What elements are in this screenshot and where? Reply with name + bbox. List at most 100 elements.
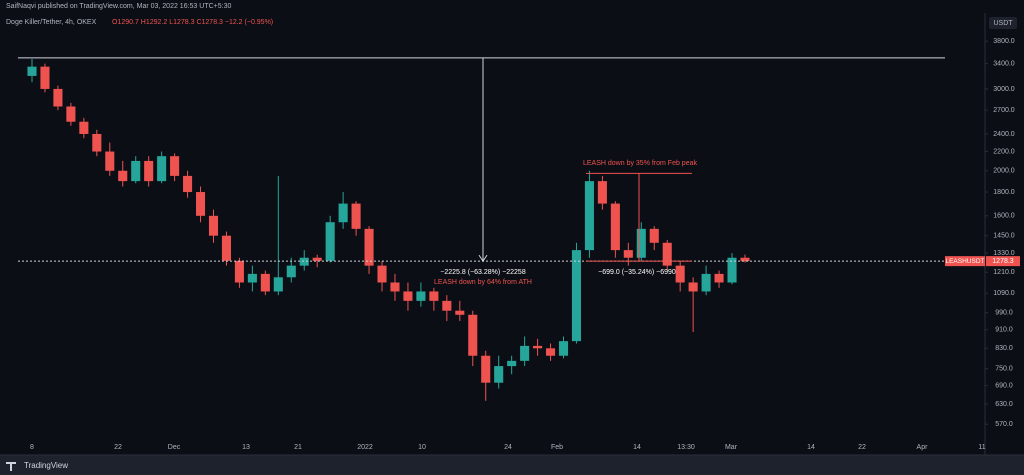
- candle-body: [429, 291, 439, 301]
- candle-body: [610, 203, 620, 251]
- candle-body: [53, 88, 63, 107]
- candle-body: [92, 133, 102, 152]
- ohlc: O1290.7 H1292.2 L1278.3 C1278.3 −12.2 (−…: [112, 19, 273, 26]
- y-tick-label: 1090.0: [993, 290, 1015, 297]
- candle-body: [286, 265, 296, 278]
- logo: [6, 462, 16, 471]
- x-tick-label: Mar: [725, 444, 738, 451]
- candle-body: [118, 170, 128, 182]
- candle-body: [40, 66, 50, 89]
- y-tick-label: 570.0: [995, 421, 1013, 428]
- candle-body: [701, 273, 711, 292]
- y-tick-label: 1330.0: [993, 250, 1015, 257]
- candle-body: [390, 282, 400, 292]
- x-tick-label: 2022: [357, 444, 373, 451]
- candle-body: [468, 314, 478, 356]
- candle-body: [623, 250, 633, 258]
- candle-body: [597, 181, 607, 204]
- x-tick-label: 14: [807, 444, 815, 451]
- y-tick-label: 2700.0: [993, 107, 1015, 114]
- candle-body: [533, 345, 543, 349]
- candle-body: [208, 215, 219, 236]
- y-tick-label: 3400.0: [993, 61, 1015, 68]
- candle-body: [377, 265, 387, 283]
- candle-body: [131, 160, 141, 182]
- x-tick-label: 10: [418, 444, 426, 451]
- y-tick-label: 2200.0: [993, 148, 1015, 155]
- candle-body: [247, 273, 257, 283]
- candle-body: [455, 310, 465, 315]
- y-tick-label: 690.0: [995, 382, 1013, 389]
- x-tick-label: 13:30: [677, 444, 695, 451]
- candle-body: [727, 257, 737, 283]
- candle-body: [325, 222, 335, 261]
- annotation: LEASH down by 35% from Feb peak: [583, 160, 698, 167]
- x-tick-label: 24: [504, 444, 512, 451]
- symbol-tag: [945, 256, 985, 267]
- candle-body: [170, 156, 180, 176]
- symbol-tag-label: LEASHUSDT: [945, 258, 984, 265]
- candle-body: [442, 300, 452, 311]
- candle-body: [27, 66, 37, 76]
- y-tick-label: 3800.0: [993, 38, 1015, 45]
- candle-body: [299, 257, 309, 266]
- y-tick-label: 2400.0: [993, 131, 1015, 138]
- annotation: LEASH down by 64% from ATH: [434, 279, 532, 286]
- y-tick-label: 990.0: [995, 310, 1013, 317]
- x-tick-label: 13: [242, 444, 250, 451]
- candle-body: [520, 345, 530, 361]
- footer-bar: [0, 455, 1024, 475]
- publisher: SaifNaqvi published on TradingView.com, …: [6, 3, 231, 10]
- candle-body: [312, 257, 322, 261]
- candle-body: [740, 257, 750, 262]
- y-tick-label: 910.0: [995, 327, 1013, 334]
- candle-body: [714, 273, 724, 283]
- y-tick-label: 2000.0: [993, 168, 1015, 175]
- price-tag-label: 1278.3: [992, 258, 1014, 265]
- y-tick-label: 1600.0: [993, 213, 1015, 220]
- candle-body: [157, 156, 167, 182]
- annotation: −699.0 (−35.24%) −6990: [598, 269, 676, 276]
- footer-brand: TradingView: [24, 461, 68, 470]
- candle-body: [675, 265, 685, 283]
- y-tick-label: 1800.0: [993, 189, 1015, 196]
- candle-body: [260, 273, 270, 292]
- candle-body: [338, 203, 348, 223]
- x-tick-label: Feb: [551, 444, 563, 451]
- x-tick-label: 22: [114, 444, 122, 451]
- candle-body: [494, 366, 504, 383]
- x-tick-label: 14: [633, 444, 641, 451]
- arrow-head: [478, 254, 488, 263]
- x-tick-label: 11: [978, 444, 985, 451]
- candle-body: [234, 260, 244, 283]
- y-tick-label: 630.0: [995, 401, 1013, 408]
- candle-body: [688, 282, 698, 292]
- x-tick-label: Apr: [917, 444, 929, 451]
- candle-body: [546, 348, 556, 356]
- candle-body: [571, 250, 582, 342]
- candle-body: [507, 360, 517, 367]
- candle-body: [105, 151, 115, 171]
- annotation: −2225.8 (−63.28%) −22258: [440, 269, 526, 276]
- candle-body: [351, 203, 361, 229]
- candle-body: [558, 341, 569, 356]
- currency: USDT: [993, 20, 1013, 27]
- candle-body: [183, 175, 193, 193]
- candle-body: [662, 242, 672, 266]
- x-tick-label: 22: [858, 444, 866, 451]
- candle-body: [221, 235, 231, 261]
- candle-body: [636, 228, 646, 258]
- x-tick-label: 21: [294, 444, 302, 451]
- candle-body: [481, 355, 491, 383]
- y-tick-label: 3000.0: [993, 86, 1015, 93]
- x-tick-label: 8: [30, 444, 34, 451]
- candle-body: [364, 228, 374, 266]
- x-tick-label: Dec: [168, 444, 181, 451]
- y-tick-label: 1210.0: [993, 269, 1015, 276]
- candle-body: [416, 291, 426, 301]
- symbol-title: Doge Killer/Tether, 4h, OKEX: [6, 19, 97, 26]
- y-tick-label: 830.0: [995, 345, 1013, 352]
